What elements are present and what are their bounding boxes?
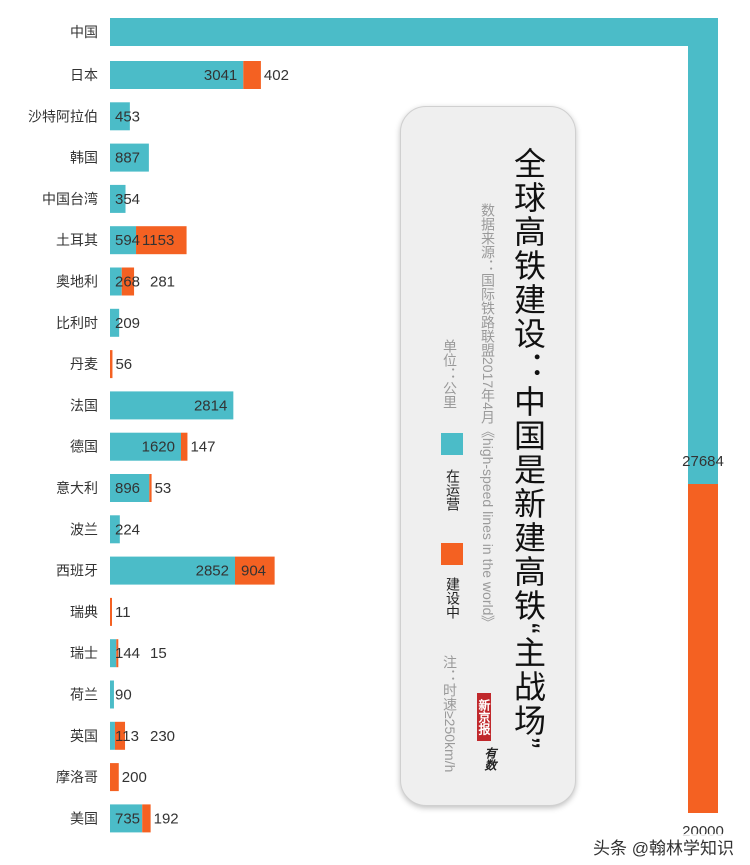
data-source: 数据来源：国际铁路联盟2017年4月《high-speed lines in t… bbox=[480, 203, 496, 630]
legend-swatch-building bbox=[441, 543, 463, 565]
value-label-operating: 27684 bbox=[682, 453, 724, 470]
bar-operating bbox=[110, 184, 126, 213]
value-label-operating: 113 bbox=[115, 728, 139, 745]
value-label-building: 1153 bbox=[142, 232, 174, 249]
category-label: 摩洛哥 bbox=[56, 769, 98, 785]
unit-label: 单位：公里 bbox=[442, 339, 458, 409]
bar-building bbox=[235, 556, 275, 585]
bar-operating bbox=[110, 721, 115, 750]
category-label: 波兰 bbox=[70, 521, 98, 537]
bar-operating bbox=[110, 143, 149, 172]
value-label-building: 904 bbox=[241, 563, 266, 580]
category-label: 比利时 bbox=[56, 315, 98, 331]
bars bbox=[110, 18, 718, 833]
category-label: 奥地利 bbox=[56, 274, 98, 290]
bar-operating bbox=[110, 308, 120, 337]
bar-operating bbox=[110, 102, 130, 131]
category-label: 丹麦 bbox=[70, 356, 98, 372]
bar-operating bbox=[110, 474, 150, 502]
speed-note: 注：时速≥250km/h bbox=[442, 655, 458, 773]
category-label: 中国 bbox=[70, 24, 98, 40]
category-label: 英国 bbox=[70, 728, 98, 744]
info-card: 全球高铁建设：中国是新建高铁“主战场” 数据来源：国际铁路联盟2017年4月《h… bbox=[400, 106, 576, 806]
value-label-building: 192 bbox=[154, 810, 179, 827]
bar-operating bbox=[110, 804, 143, 833]
value-label-operating: 144 bbox=[115, 645, 140, 662]
legend-swatch-operating bbox=[441, 433, 463, 455]
bar-building bbox=[116, 639, 119, 668]
value-label-operating: 3041 bbox=[204, 67, 237, 84]
legend-label-building: 建设中 bbox=[445, 577, 461, 619]
bar-operating bbox=[110, 680, 114, 709]
category-label: 法国 bbox=[70, 397, 98, 413]
value-label-operating: 90 bbox=[115, 687, 132, 704]
bar-building bbox=[121, 267, 135, 296]
value-label-operating: 2852 bbox=[196, 563, 229, 580]
bar-building bbox=[181, 432, 188, 461]
value-label-operating: 735 bbox=[115, 810, 140, 827]
bar-operating bbox=[110, 226, 137, 255]
category-label: 沙特阿拉伯 bbox=[28, 108, 98, 124]
bar-building bbox=[110, 350, 113, 379]
category-label: 瑞典 bbox=[70, 604, 98, 620]
value-label-operating: 896 bbox=[115, 480, 140, 497]
category-label: 意大利 bbox=[56, 480, 98, 496]
value-label-operating: 209 bbox=[115, 315, 140, 332]
category-label: 瑞士 bbox=[70, 645, 98, 661]
value-label-operating: 354 bbox=[115, 191, 140, 208]
bar-operating bbox=[110, 267, 122, 296]
value-label-operating: 224 bbox=[115, 521, 140, 538]
category-labels: 中国日本沙特阿拉伯韩国中国台湾土耳其奥地利比利时丹麦法国德国意大利波兰西班牙瑞典… bbox=[28, 24, 98, 826]
value-label-building: 281 bbox=[150, 274, 175, 291]
value-label-building: 147 bbox=[190, 439, 215, 456]
newspaper-logo: 新京报 有数 bbox=[477, 693, 503, 793]
logo-mark: 新京报 bbox=[477, 693, 491, 741]
category-label: 日本 bbox=[70, 67, 98, 83]
category-label: 中国台湾 bbox=[42, 191, 98, 207]
category-label: 荷兰 bbox=[70, 687, 98, 703]
value-label-operating: 268 bbox=[115, 274, 140, 291]
category-label: 韩国 bbox=[70, 150, 98, 166]
bar-building bbox=[149, 474, 152, 502]
bar-operating bbox=[110, 432, 182, 461]
category-label: 西班牙 bbox=[56, 563, 98, 579]
bar-building bbox=[688, 484, 718, 813]
bar-building bbox=[114, 721, 126, 750]
value-label-building: 15 bbox=[150, 645, 167, 662]
value-label-operating: 887 bbox=[115, 150, 140, 167]
value-label-operating: 594 bbox=[115, 232, 140, 249]
value-label-building: 402 bbox=[264, 67, 289, 84]
watermark: 头条 @翰林学知识 bbox=[591, 834, 736, 859]
bar-operating bbox=[110, 515, 120, 544]
bar-operating bbox=[110, 61, 244, 89]
category-label: 德国 bbox=[70, 439, 98, 455]
bar-operating bbox=[110, 639, 117, 668]
chart-title: 全球高铁建设：中国是新建高铁“主战场” bbox=[510, 147, 546, 751]
bar-building bbox=[110, 763, 119, 792]
value-label-building: 230 bbox=[150, 728, 175, 745]
value-label-building: 56 bbox=[115, 356, 132, 373]
value-label-operating: 453 bbox=[115, 108, 140, 125]
category-label: 土耳其 bbox=[56, 232, 98, 248]
value-label-building: 200 bbox=[122, 769, 147, 786]
legend-label-operating: 在运营 bbox=[445, 469, 461, 511]
bar-building bbox=[243, 61, 261, 89]
category-label: 美国 bbox=[70, 810, 98, 826]
logo-subtitle: 有数 bbox=[483, 747, 497, 771]
bar-operating bbox=[110, 391, 234, 420]
value-label-building: 53 bbox=[155, 480, 172, 497]
bar-building bbox=[136, 226, 187, 255]
value-label-operating: 1620 bbox=[142, 439, 175, 456]
bar-building bbox=[110, 597, 112, 626]
bar-operating bbox=[110, 556, 236, 585]
bar-operating bbox=[110, 18, 718, 46]
value-label-building: 11 bbox=[115, 604, 131, 621]
bar-operating bbox=[688, 18, 718, 484]
bar-building bbox=[142, 804, 151, 833]
value-label-operating: 2814 bbox=[194, 397, 227, 414]
